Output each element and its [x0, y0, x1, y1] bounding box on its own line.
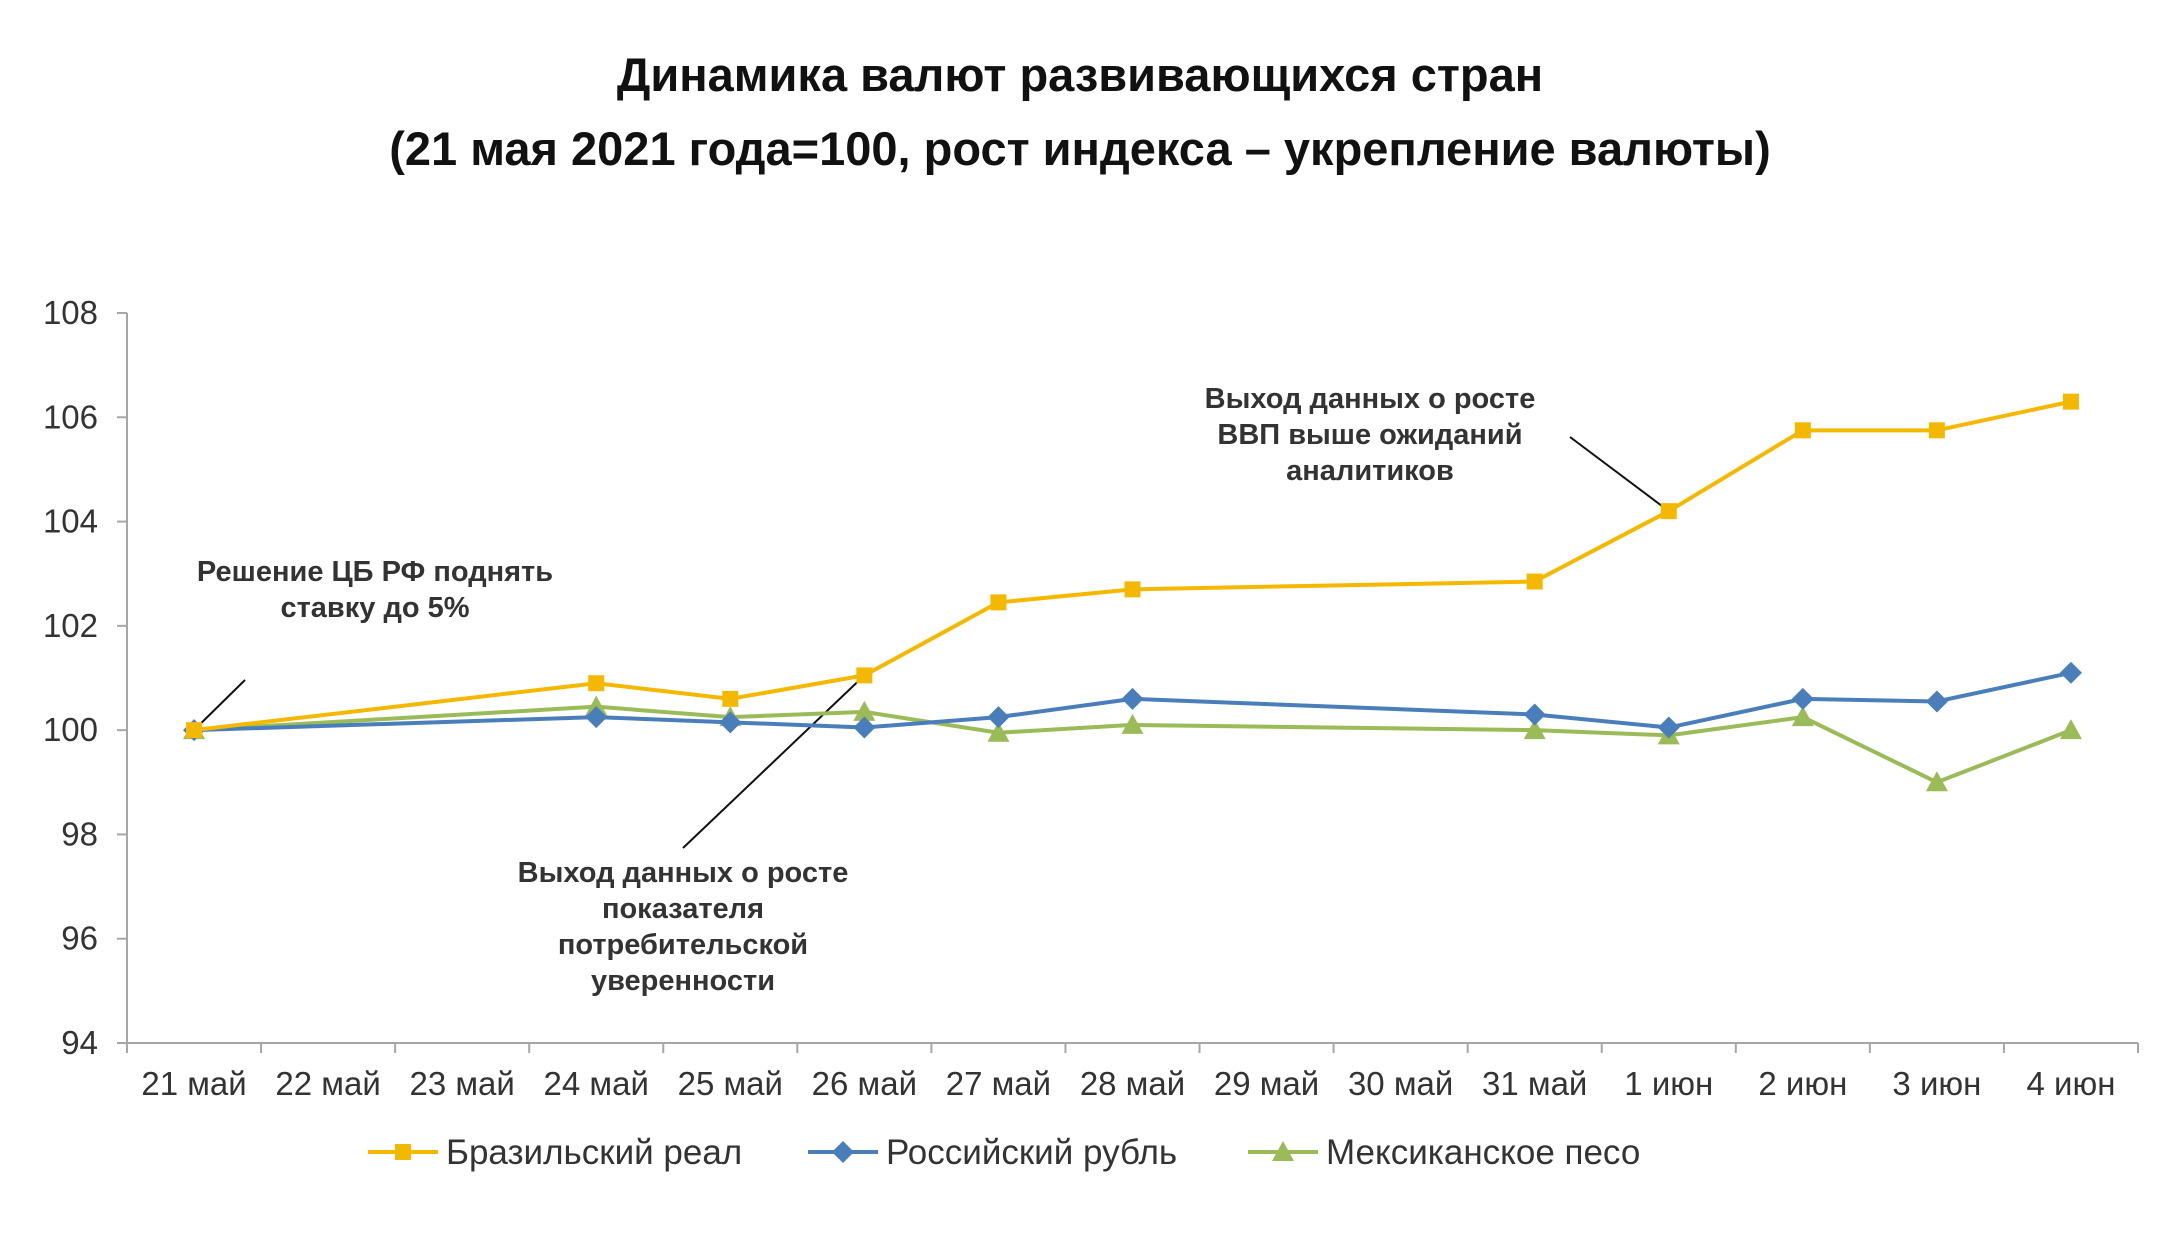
data-point	[1660, 503, 1677, 520]
y-tick-label: 102	[43, 607, 98, 644]
series-1	[186, 393, 2079, 739]
data-point	[722, 690, 739, 707]
legend-marker	[832, 1141, 854, 1163]
x-tick-label: 1 июн	[1624, 1065, 1713, 1102]
annotation-text: ставку до 5%	[280, 592, 469, 624]
chart-axes: 94 96 98 100 102 104 106 108 21 май 22 май 23 май 2…	[43, 294, 2139, 1102]
x-tick-label: 26 май	[812, 1065, 917, 1102]
data-point	[2059, 719, 2082, 740]
x-tick-label: 25 май	[678, 1065, 783, 1102]
y-tick-label: 104	[43, 503, 98, 540]
x-tick-label: 29 май	[1214, 1065, 1319, 1102]
annotation-leader-line	[193, 679, 246, 731]
annotation-leader-line	[682, 674, 866, 849]
x-tick-label: 3 июн	[1892, 1065, 1981, 1102]
data-point	[1526, 573, 1543, 590]
annotation-text: Выход данных о росте	[518, 857, 849, 889]
x-tick-label: 28 май	[1080, 1065, 1185, 1102]
y-tick-label: 98	[61, 815, 98, 852]
series-2	[183, 661, 2082, 742]
chart-subtitle: (21 мая 2021 года=100, рост индекса – ук…	[389, 122, 1771, 175]
data-point	[1794, 422, 1811, 439]
legend-item: Российский рубль	[808, 1133, 1177, 1172]
data-point	[1925, 771, 1948, 792]
annotation-text: показателя	[602, 893, 764, 925]
chart-legend: Бразильский реал Российский рубль Мексикан…	[368, 1133, 1640, 1172]
chart-series	[183, 393, 2082, 792]
annotation-text: уверенности	[591, 965, 775, 997]
y-tick-label: 100	[43, 711, 98, 748]
data-point	[1791, 687, 1814, 710]
data-point	[1925, 690, 1948, 713]
legend-marker	[395, 1144, 411, 1160]
y-tick-label: 96	[61, 920, 98, 957]
x-tick-label: 30 май	[1348, 1065, 1453, 1102]
data-point	[588, 675, 605, 692]
legend-item: Бразильский реал	[368, 1133, 742, 1172]
data-point	[987, 721, 1010, 742]
x-tick-label: 23 май	[409, 1065, 514, 1102]
legend-marker	[1272, 1141, 1294, 1161]
annotation-text: ВВП выше ожиданий	[1217, 419, 1522, 451]
chart-annotations: Решение ЦБ РФ поднять ставку до 5% Выход д…	[193, 383, 1670, 997]
data-point	[1791, 706, 1814, 727]
data-point	[1928, 422, 1945, 439]
annotation-text: Решение ЦБ РФ поднять	[197, 556, 553, 588]
legend-label: Бразильский реал	[446, 1133, 742, 1172]
chart-title: Динамика валют развивающихся стран	[616, 48, 1544, 101]
data-point	[990, 594, 1007, 611]
data-point	[1523, 703, 1546, 726]
x-tick-label: 21 май	[141, 1065, 246, 1102]
data-point	[719, 711, 742, 734]
data-point	[853, 700, 876, 721]
annotation-text: Выход данных о росте	[1205, 383, 1536, 415]
data-point	[1124, 581, 1141, 598]
x-tick-label: 4 июн	[2026, 1065, 2115, 1102]
x-tick-label: 27 май	[946, 1065, 1051, 1102]
annotation-text: аналитиков	[1286, 455, 1454, 487]
data-point	[1523, 719, 1546, 740]
data-point	[1657, 716, 1680, 739]
x-tick-label: 24 май	[544, 1065, 649, 1102]
data-point	[186, 722, 203, 739]
x-tick-label: 31 май	[1482, 1065, 1587, 1102]
y-tick-label: 94	[61, 1024, 98, 1061]
legend-label: Мексиканское песо	[1326, 1133, 1640, 1172]
data-point	[585, 695, 608, 716]
legend-label: Российский рубль	[886, 1133, 1177, 1172]
y-tick-label: 106	[43, 398, 98, 435]
data-point	[1121, 713, 1144, 734]
data-point	[2062, 393, 2079, 410]
data-point	[987, 706, 1010, 729]
annotation-text: потребительской	[558, 929, 808, 961]
annotation-leader-line	[1569, 436, 1670, 512]
x-tick-label: 2 июн	[1758, 1065, 1847, 1102]
series-3	[183, 695, 2082, 792]
data-point	[585, 706, 608, 729]
data-point	[1121, 687, 1144, 710]
data-point	[2059, 661, 2082, 684]
legend-item: Мексиканское песо	[1248, 1133, 1640, 1172]
chart-title-block: Динамика валют развивающихся стран (21 м…	[0, 38, 2160, 186]
data-point	[856, 667, 873, 684]
x-tick-label: 22 май	[275, 1065, 380, 1102]
y-tick-label: 108	[43, 294, 98, 331]
data-point	[853, 716, 876, 739]
